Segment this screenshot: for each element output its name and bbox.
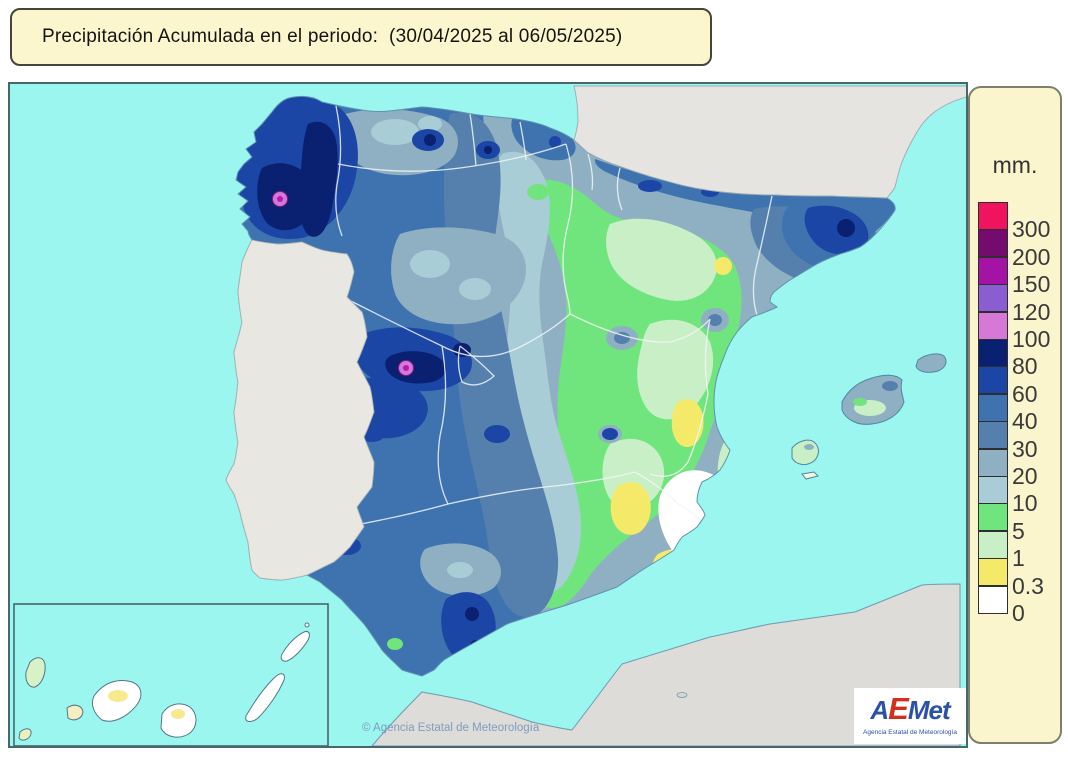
legend-swatch — [978, 558, 1008, 587]
legend-threshold-label: 5 — [1012, 517, 1025, 544]
page-title: Precipitación Acumulada en el periodo: (… — [42, 26, 623, 47]
portugal-no-data — [225, 239, 375, 581]
legend-threshold-label: 10 — [1012, 490, 1038, 517]
legend-threshold-label: 20 — [1012, 463, 1038, 489]
legend-threshold-label: 0 — [1012, 600, 1025, 626]
legend-swatch — [978, 503, 1008, 532]
precip-maxima-spots — [272, 191, 414, 376]
legend-threshold-label: 80 — [1012, 353, 1038, 380]
legend-threshold-label: 200 — [1012, 243, 1051, 270]
legend-swatch — [978, 366, 1008, 395]
africa-no-data — [371, 583, 961, 746]
legend-threshold-label: 40 — [1012, 408, 1038, 435]
legend-swatch — [978, 530, 1008, 559]
legend-swatch — [978, 393, 1008, 422]
aemet-logo-letters: AEMet — [870, 693, 951, 728]
legend-threshold-label: 1 — [1012, 545, 1025, 572]
legend-swatch — [978, 448, 1008, 477]
balearic-islands — [791, 353, 947, 480]
admin-borders — [335, 105, 773, 527]
legend-threshold-label: 300 — [1012, 216, 1051, 243]
legend-swatch — [978, 421, 1008, 450]
map-frame: © Agencia Estatal de Meteorología AEMet … — [8, 82, 968, 748]
legend-swatch — [978, 284, 1008, 313]
canary-islands-inset — [13, 603, 329, 746]
logo-letter: E — [888, 691, 909, 726]
legend-panel: mm. 300 200 150 120 100 80 60 40 30 20 10 5 1 0.3 0 — [968, 86, 1062, 744]
legend-threshold-label: 150 — [1012, 271, 1051, 298]
legend-swatch — [978, 339, 1008, 367]
legend-swatch — [978, 202, 1008, 230]
legend-threshold-label: 60 — [1012, 380, 1038, 407]
legend-swatch — [978, 229, 1008, 258]
alboran-island — [676, 692, 688, 698]
spain-precipitation-map — [10, 84, 966, 746]
legend-swatch — [978, 311, 1008, 340]
logo-letter: A — [870, 695, 889, 725]
legend-threshold-label: 100 — [1012, 326, 1051, 352]
legend-unit-label: mm. — [992, 152, 1038, 178]
legend-swatch — [978, 256, 1008, 285]
logo-letter: e — [928, 695, 944, 725]
gran-canaria-dry-patch — [171, 709, 185, 719]
legend-threshold-label: 0.3 — [1012, 572, 1044, 599]
logo-letter: M — [907, 695, 930, 725]
title-bar: Precipitación Acumulada en el periodo: (… — [10, 8, 712, 66]
aemet-logo-subtitle: Agencia Estatal de Meteorología — [863, 729, 957, 736]
tenerife-dry-patch — [108, 690, 128, 702]
legend-threshold-label: 120 — [1012, 298, 1051, 325]
legend-swatch — [978, 585, 1008, 614]
legend-threshold-label: 30 — [1012, 435, 1038, 462]
legend-color-scale: 300 200 150 120 100 80 60 40 30 20 10 5 1 0.3 0 — [970, 202, 1060, 642]
aemet-logo: AEMet Agencia Estatal de Meteorología — [854, 688, 966, 744]
legend-swatch — [978, 476, 1008, 504]
logo-letter: t — [941, 695, 951, 725]
france-no-data — [573, 85, 966, 199]
copyright-text: © Agencia Estatal de Meteorología — [362, 722, 540, 734]
